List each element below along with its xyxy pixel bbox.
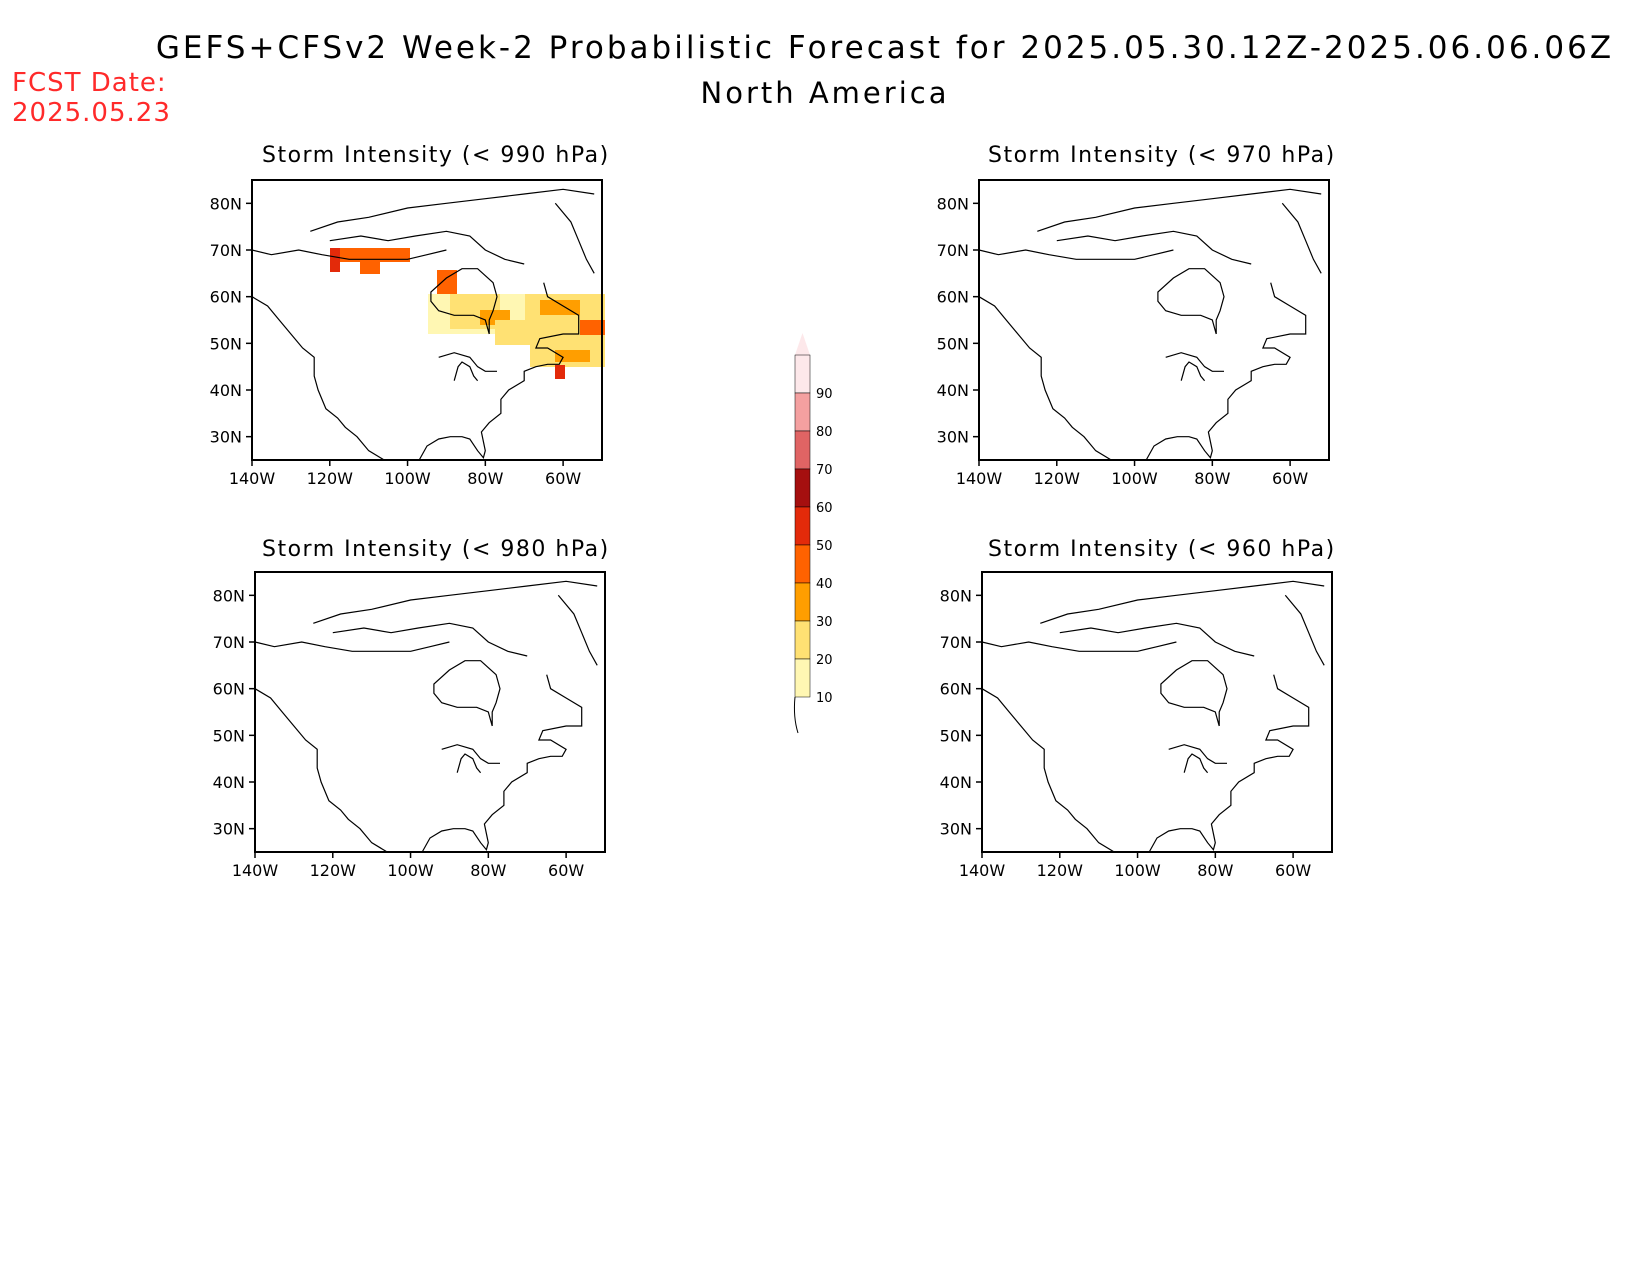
panel-title-980: Storm Intensity (< 980 hPa) [262,537,610,562]
lon-tick-label: 120W [307,469,354,488]
lat-tick-label: 60N [940,680,972,699]
lon-tick-label: 140W [959,861,1006,880]
lat-tick-label: 40N [937,381,969,400]
lon-tick-label: 100W [1111,469,1158,488]
lon-tick-label: 140W [229,469,276,488]
lon-tick-label: 60W [548,861,584,880]
legend-label: 80 [816,425,833,440]
lat-tick-label: 80N [937,194,969,213]
map-panel-970: 80N 70N 60N 50N 40N 30N 140W 120W 100W 80W 60W [937,179,1330,488]
lon-tick-label: 60W [1272,469,1308,488]
panel-title-990: Storm Intensity (< 990 hPa) [262,143,610,168]
lon-tick-label: 100W [384,469,431,488]
coastline [251,188,595,461]
main-title: GEFS+CFSv2 Week-2 Probabilistic Forecast… [155,30,1615,66]
lon-tick-label: 80W [1197,861,1233,880]
legend-swatch [794,506,811,546]
lat-tick-label: 80N [213,586,245,605]
lat-tick-label: 50N [210,334,242,353]
legend-label: 70 [816,463,833,478]
legend-label: 60 [816,501,833,516]
coastline [981,580,1325,853]
legend-label: 30 [816,615,833,630]
lon-tick-label: 120W [310,861,357,880]
map-frame [981,571,1333,853]
lat-tick-label: 30N [937,428,969,447]
legend-label: 90 [816,387,833,402]
lat-tick-label: 50N [213,726,245,745]
panel-title-970: Storm Intensity (< 970 hPa) [988,143,1336,168]
lat-tick-label: 60N [210,288,242,307]
legend-swatch [794,468,811,508]
color-legend: 90 80 70 60 50 40 30 20 10 [793,333,833,734]
lon-tick-label: 140W [232,861,279,880]
lat-tick-label: 80N [940,586,972,605]
region-subtitle: North America [700,76,950,110]
lat-tick-label: 30N [210,428,242,447]
legend-swatch [794,430,811,470]
lon-tick-label: 80W [470,861,506,880]
lat-tick-label: 30N [213,820,245,839]
legend-tip-top [795,333,810,355]
legend-label: 40 [816,577,833,592]
lon-tick-label: 100W [387,861,434,880]
map-panel-960: 80N 70N 60N 50N 40N 30N 140W 120W 100W 80W 60W [940,571,1333,880]
legend-label: 20 [816,653,833,668]
coastline [978,188,1322,461]
lon-tick-label: 140W [956,469,1003,488]
lat-tick-label: 30N [940,820,972,839]
map-frame [251,179,603,461]
lon-tick-label: 100W [1114,861,1161,880]
lat-tick-label: 40N [940,773,972,792]
lon-tick-label: 120W [1037,861,1084,880]
fill-layer [330,248,605,379]
map-panel-990: 80N 70N 60N 50N 40N 30N 140W 120W 100W 80W 60W [210,179,605,488]
fcst-date-value: 2025.05.23 [12,98,171,128]
legend-swatch [794,544,811,584]
lat-tick-label: 70N [937,241,969,260]
coastline [254,580,598,853]
lat-tick-label: 50N [937,334,969,353]
fcst-date-label: FCST Date: [12,68,167,98]
legend-swatch [794,392,811,432]
panel-title-960: Storm Intensity (< 960 hPa) [988,537,1336,562]
lat-tick-label: 40N [213,773,245,792]
lon-tick-label: 120W [1034,469,1081,488]
lon-tick-label: 60W [1275,861,1311,880]
lat-tick-label: 40N [210,381,242,400]
lat-tick-label: 80N [210,194,242,213]
lat-tick-label: 60N [937,288,969,307]
lat-tick-label: 70N [213,633,245,652]
map-frame [978,179,1330,461]
legend-swatch [794,620,811,660]
fcst-date-block: FCST Date: 2025.05.23 [12,68,171,128]
lon-tick-label: 80W [1194,469,1230,488]
lon-tick-label: 80W [467,469,503,488]
lat-tick-label: 50N [940,726,972,745]
legend-swatch [794,354,811,394]
map-panel-980: 80N 70N 60N 50N 40N 30N 140W 120W 100W 80W 60W [213,571,606,880]
legend-tip-bottom [793,696,799,734]
legend-label: 50 [816,539,833,554]
lat-tick-label: 70N [210,241,242,260]
lat-tick-label: 70N [940,633,972,652]
map-frame [254,571,606,853]
lat-tick-label: 60N [213,680,245,699]
legend-swatch [794,658,811,698]
lon-tick-label: 60W [545,469,581,488]
legend-label: 10 [816,691,833,706]
legend-swatch [794,582,811,622]
